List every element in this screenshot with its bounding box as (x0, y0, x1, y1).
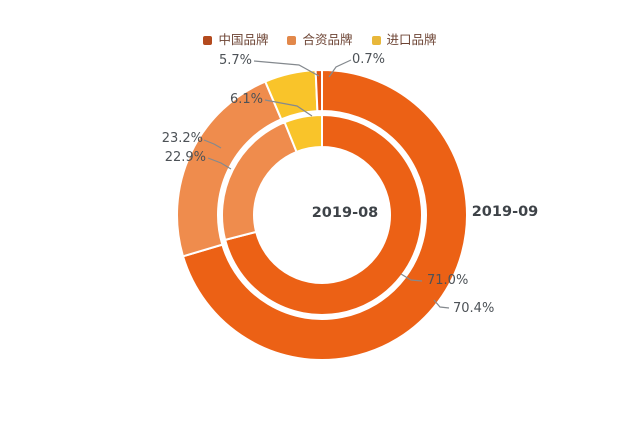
legend-item-label: 合资品牌 (302, 32, 353, 47)
pie-segment-outer-3[interactable] (314, 68, 323, 113)
outer-ring-period-label: 2019-09 (471, 204, 539, 220)
legend-marker-china-brand (203, 35, 213, 45)
leader-line-outer-other (328, 59, 352, 78)
leader-line-inner-import (264, 99, 313, 117)
pie-segment-outer-0[interactable] (182, 69, 468, 361)
leader-line-outer-joint (203, 139, 222, 149)
legend-item-joint-venture-brand[interactable]: 合资品牌 (287, 32, 353, 47)
pct-label-outer-other: 0.7% (352, 52, 386, 67)
legend-marker-joint-venture-brand (287, 35, 297, 45)
leader-lines (203, 59, 450, 309)
inner-ring-period-label: 2019-08 (311, 205, 379, 221)
pct-label-outer-import: 5.7% (218, 53, 252, 68)
legend-item-label: 中国品牌 (218, 32, 269, 47)
legend-item-label: 进口品牌 (386, 32, 437, 47)
leader-line-outer-china (433, 299, 450, 309)
legend: 中国品牌 合资品牌 进口品牌 (0, 31, 640, 49)
legend-marker-import-brand (371, 35, 381, 45)
pct-label-outer-joint: 23.2% (161, 131, 203, 146)
pct-label-outer-china: 70.4% (453, 301, 495, 316)
leader-line-inner-joint (207, 157, 232, 170)
legend-item-import-brand[interactable]: 进口品牌 (371, 32, 437, 47)
leader-line-inner-china (400, 273, 423, 282)
pct-label-inner-import: 6.1% (229, 92, 263, 107)
pie-segment-inner-0[interactable] (224, 114, 423, 316)
legend-item-china-brand[interactable]: 中国品牌 (203, 33, 268, 47)
pie-segment-inner-2[interactable] (283, 114, 323, 153)
pct-label-inner-china: 71.0% (427, 273, 469, 288)
pct-label-inner-joint: 22.9% (164, 150, 206, 165)
leader-line-outer-import (253, 60, 320, 77)
